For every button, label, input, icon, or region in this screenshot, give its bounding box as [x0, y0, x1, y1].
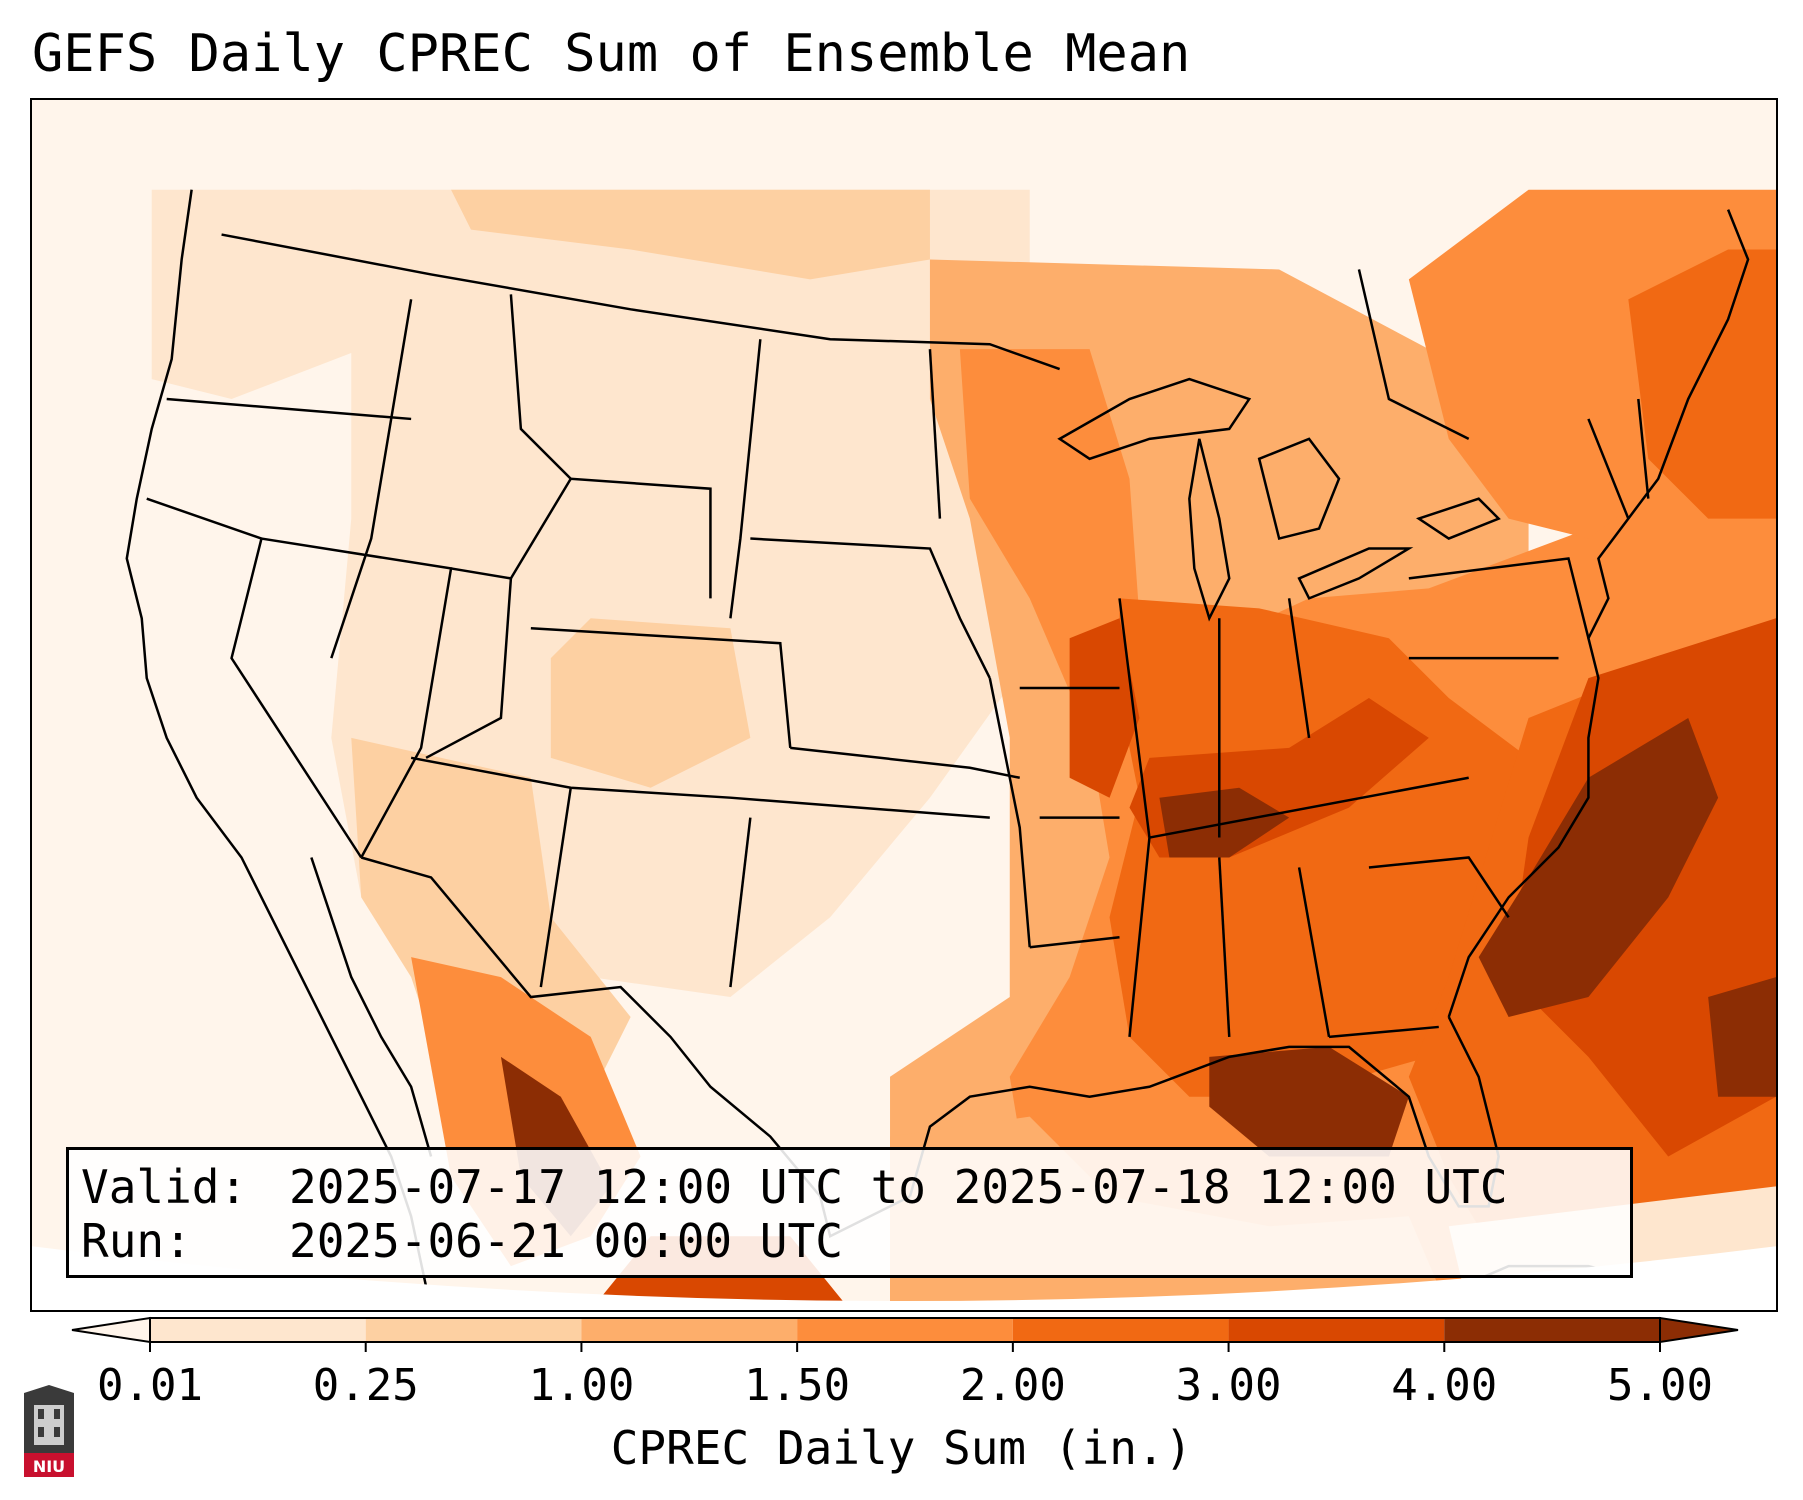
colorbar: 0.01 0.25 1.00 1.50 2.00 3.00 4.00 5.00: [71, 1316, 1739, 1411]
colorbar-extend-high: [1659, 1316, 1739, 1344]
coastline-west: [125, 189, 433, 1310]
colorbar-label: CPREC Daily Sum (in.): [610, 1421, 1193, 1475]
colorbar-tick-label: 0.25: [313, 1360, 419, 1411]
run-key: Run:: [81, 1214, 192, 1268]
colorbar-segment: [1228, 1318, 1445, 1342]
validity-info-box: Valid: 2025-07-17 12:00 UTC to 2025-07-1…: [66, 1147, 1633, 1278]
lake-ontario: [1416, 497, 1501, 540]
colorbar-segment: [581, 1318, 798, 1342]
colorbar-outline: [149, 1317, 1661, 1343]
colorbar-tick-label: 5.00: [1607, 1360, 1713, 1411]
lake-superior: [1057, 377, 1252, 461]
border-canada: [221, 233, 1061, 371]
colorbar-segments: [71, 1316, 1739, 1344]
projection-edge: [32, 1246, 1776, 1310]
colorbar-tick-label: 1.50: [744, 1360, 850, 1411]
colorbar-extend-low: [71, 1316, 151, 1344]
lake-huron: [1257, 437, 1341, 541]
run-value: 2025-06-21 00:00 UTC: [289, 1214, 843, 1268]
colorbar-tick-label: 3.00: [1176, 1360, 1282, 1411]
valid-line: Valid: 2025-07-17 12:00 UTC to 2025-07-1…: [81, 1160, 1618, 1214]
coastline-baja: [310, 857, 433, 1157]
precip-field: [151, 189, 1776, 1310]
map-title: GEFS Daily CPREC Sum of Ensemble Mean: [32, 24, 1191, 84]
run-line: Run: 2025-06-21 00:00 UTC: [81, 1214, 1618, 1268]
colorbar-tick-label: 0.01: [97, 1360, 203, 1411]
lake-erie: [1297, 547, 1414, 600]
colorbar-tick-label: 1.00: [528, 1360, 634, 1411]
colorbar-ticks: 0.01 0.25 1.00 1.50 2.00 3.00 4.00 5.00: [97, 1342, 1713, 1411]
logo-text: NIU: [33, 1457, 65, 1476]
colorbar-segment: [797, 1318, 1013, 1342]
colorbar-segment: [365, 1318, 582, 1342]
boundaries: [125, 189, 1750, 1310]
colorbar-segment: [150, 1318, 366, 1342]
valid-value: 2025-07-17 12:00 UTC to 2025-07-18 12:00…: [289, 1160, 1508, 1214]
colorbar-tick-label: 2.00: [960, 1360, 1066, 1411]
coastline-atlantic: [1447, 209, 1750, 1018]
valid-key: Valid:: [81, 1160, 248, 1214]
precipitation-map: [32, 100, 1776, 1310]
lake-michigan: [1188, 438, 1231, 622]
niu-logo: NIU: [24, 1385, 74, 1477]
colorbar-segment: [1012, 1318, 1229, 1342]
map-panel: [30, 98, 1778, 1312]
colorbar-tick-label: 4.00: [1391, 1360, 1497, 1411]
colorbar-segment: [1444, 1318, 1660, 1342]
